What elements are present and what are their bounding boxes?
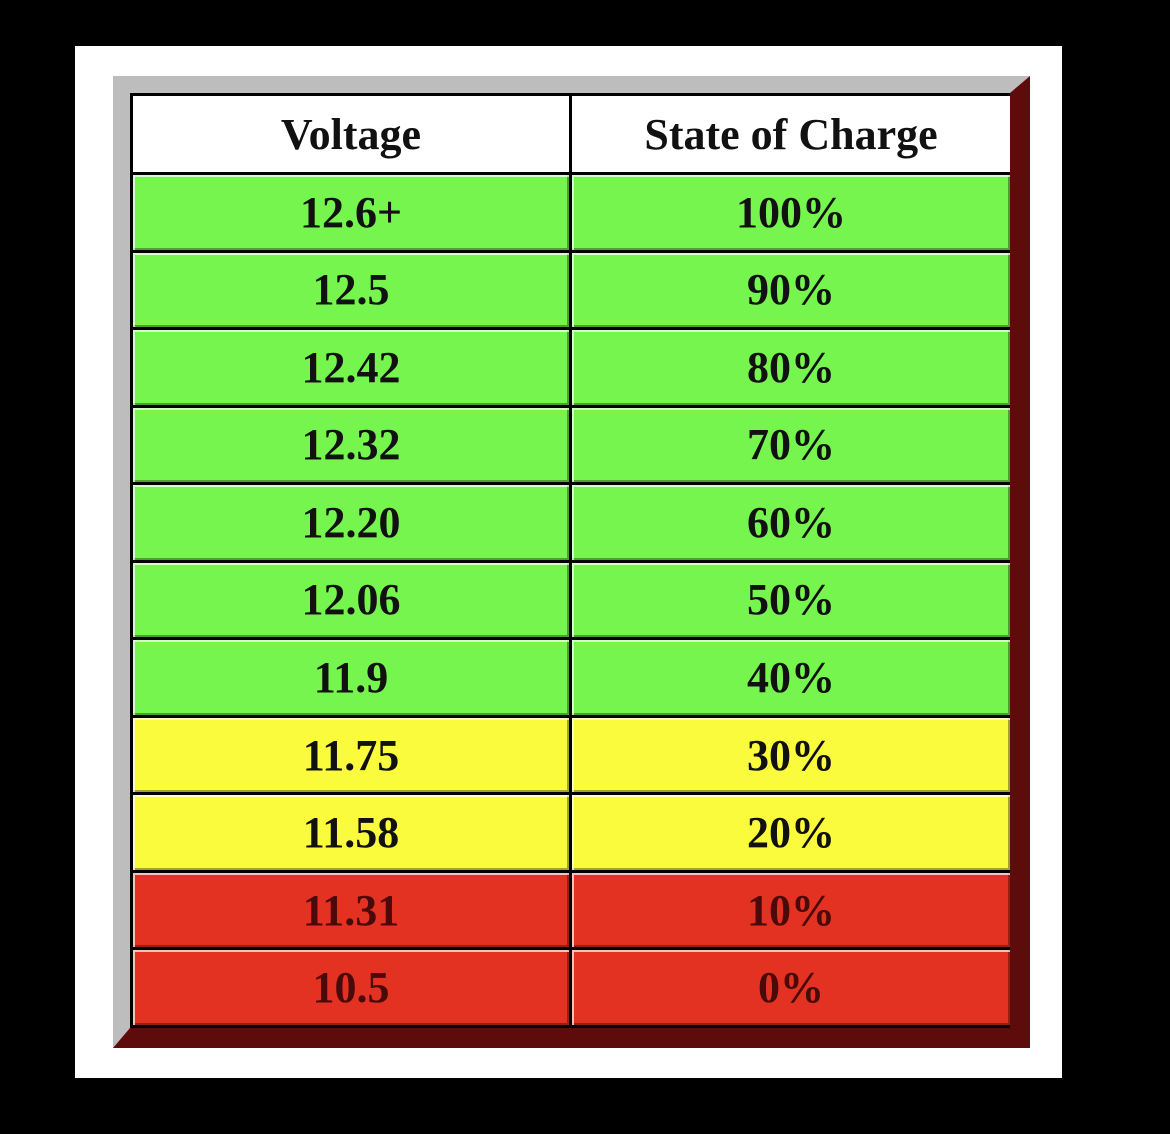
table-cell: 100% [572,175,1010,250]
table-cell: 10.5 [133,950,569,1025]
table-cell: 0% [572,950,1010,1025]
table-cell: 12.06 [133,562,569,638]
header-cell: State of Charge [572,96,1010,172]
table-cell: 90% [572,252,1010,328]
table-cell: 11.9 [133,640,569,715]
table-cell: 50% [572,562,1010,638]
table-cell: 80% [572,330,1010,405]
table-cell: 60% [572,485,1010,560]
table-cell: 10% [572,872,1010,948]
panel: Voltage State of Charge 12.6+ 100% 12.5 90% 12… [75,46,1062,1078]
table: Voltage State of Charge 12.6+ 100% 12.5 90% 12… [130,93,1010,1028]
table-cell: 70% [572,407,1010,483]
table-frame: Voltage State of Charge 12.6+ 100% 12.5 90% 12… [113,76,1030,1048]
table-cell: 11.31 [133,872,569,948]
table-cell: 12.32 [133,407,569,483]
table-cell: 40% [572,640,1010,715]
table-cell: 11.58 [133,795,569,870]
table-cell: 12.20 [133,485,569,560]
table-cell: 30% [572,717,1010,793]
table-cell: 12.6+ [133,175,569,250]
table-cell: 20% [572,795,1010,870]
table-cell: 12.42 [133,330,569,405]
table-cell: 11.75 [133,717,569,793]
header-cell: Voltage [133,96,569,172]
table-cell: 12.5 [133,252,569,328]
